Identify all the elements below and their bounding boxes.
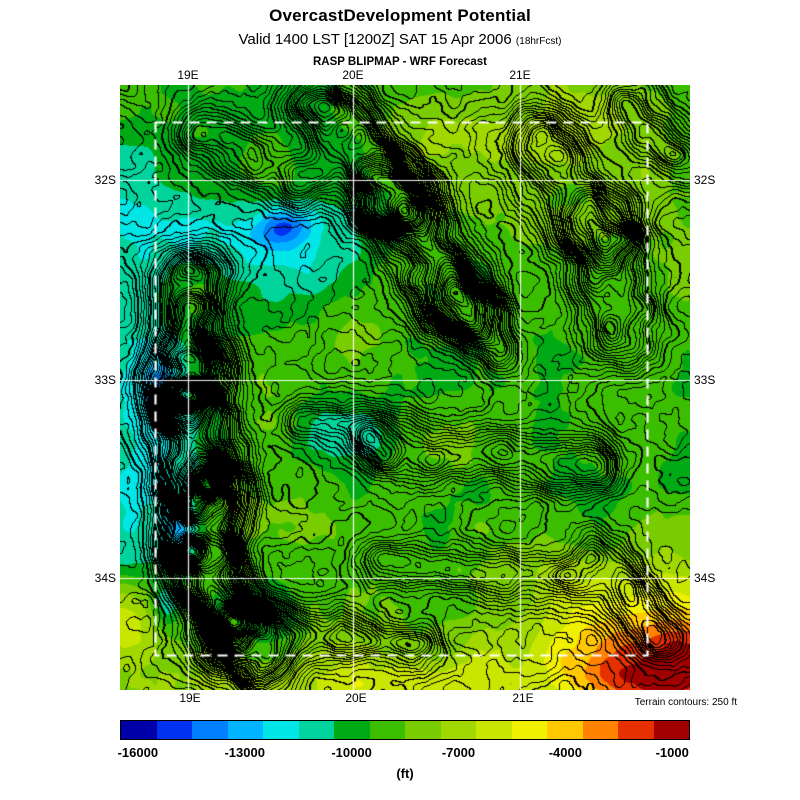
page-title: OvercastDevelopment Potential [269,6,531,25]
terrain-contours-note: Terrain contours: 250 ft [634,697,737,708]
colorbar-tick: -4000 [548,745,582,760]
colorbar-segment [618,721,654,739]
y-tick-right: 32S [694,173,716,187]
x-tick-top: 21E [509,68,531,82]
colorbar-segment [511,721,547,739]
colorbar-segment [476,721,512,739]
y-tick-left: 33S [94,373,116,387]
y-tick-right: 34S [694,571,716,585]
colorbar-segment [227,721,263,739]
colorbar-segment [334,721,370,739]
colorbar-segment [405,721,441,739]
x-tick-bottom: 19E [179,691,201,705]
colorbar-segment [121,721,157,739]
colorbar: -16000 -13000 -10000 -7000 -4000 -1000 [118,720,690,760]
y-tick-left: 34S [94,571,116,585]
x-tick-bottom: 20E [345,691,367,705]
valid-time-line: Valid 1400 LST [1200Z] SAT 15 Apr 2006 (… [0,31,800,48]
x-tick-bottom: 21E [512,691,534,705]
colorbar-gradient [120,720,690,740]
forecast-hour-tag: (18hrFcst) [515,36,562,47]
x-tick-top: 20E [342,68,364,82]
x-tick-top: 19E [177,68,199,82]
colorbar-segment [369,721,405,739]
colorbar-tick: -13000 [224,745,265,760]
model-name-line: RASP BLIPMAP - WRF Forecast [312,56,488,68]
colorbar-segment [156,721,192,739]
colorbar-segment [653,721,689,739]
colorbar-segment [440,721,476,739]
forecast-map-canvas [120,85,690,690]
colorbar-unit-label: (ft) [396,766,414,781]
y-tick-left: 32S [94,173,116,187]
colorbar-segment [298,721,334,739]
colorbar-tick: -16000 [117,745,159,760]
colorbar-segment [582,721,618,739]
colorbar-tick: -7000 [441,745,476,760]
valid-time-text: Valid 1400 LST [1200Z] SAT 15 Apr 2006 [238,31,512,48]
colorbar-tick: -1000 [655,745,689,760]
colorbar-segment [192,721,228,739]
colorbar-segment [547,721,583,739]
y-tick-right: 33S [694,373,716,387]
colorbar-tick: -10000 [331,745,372,760]
colorbar-segment [263,721,299,739]
